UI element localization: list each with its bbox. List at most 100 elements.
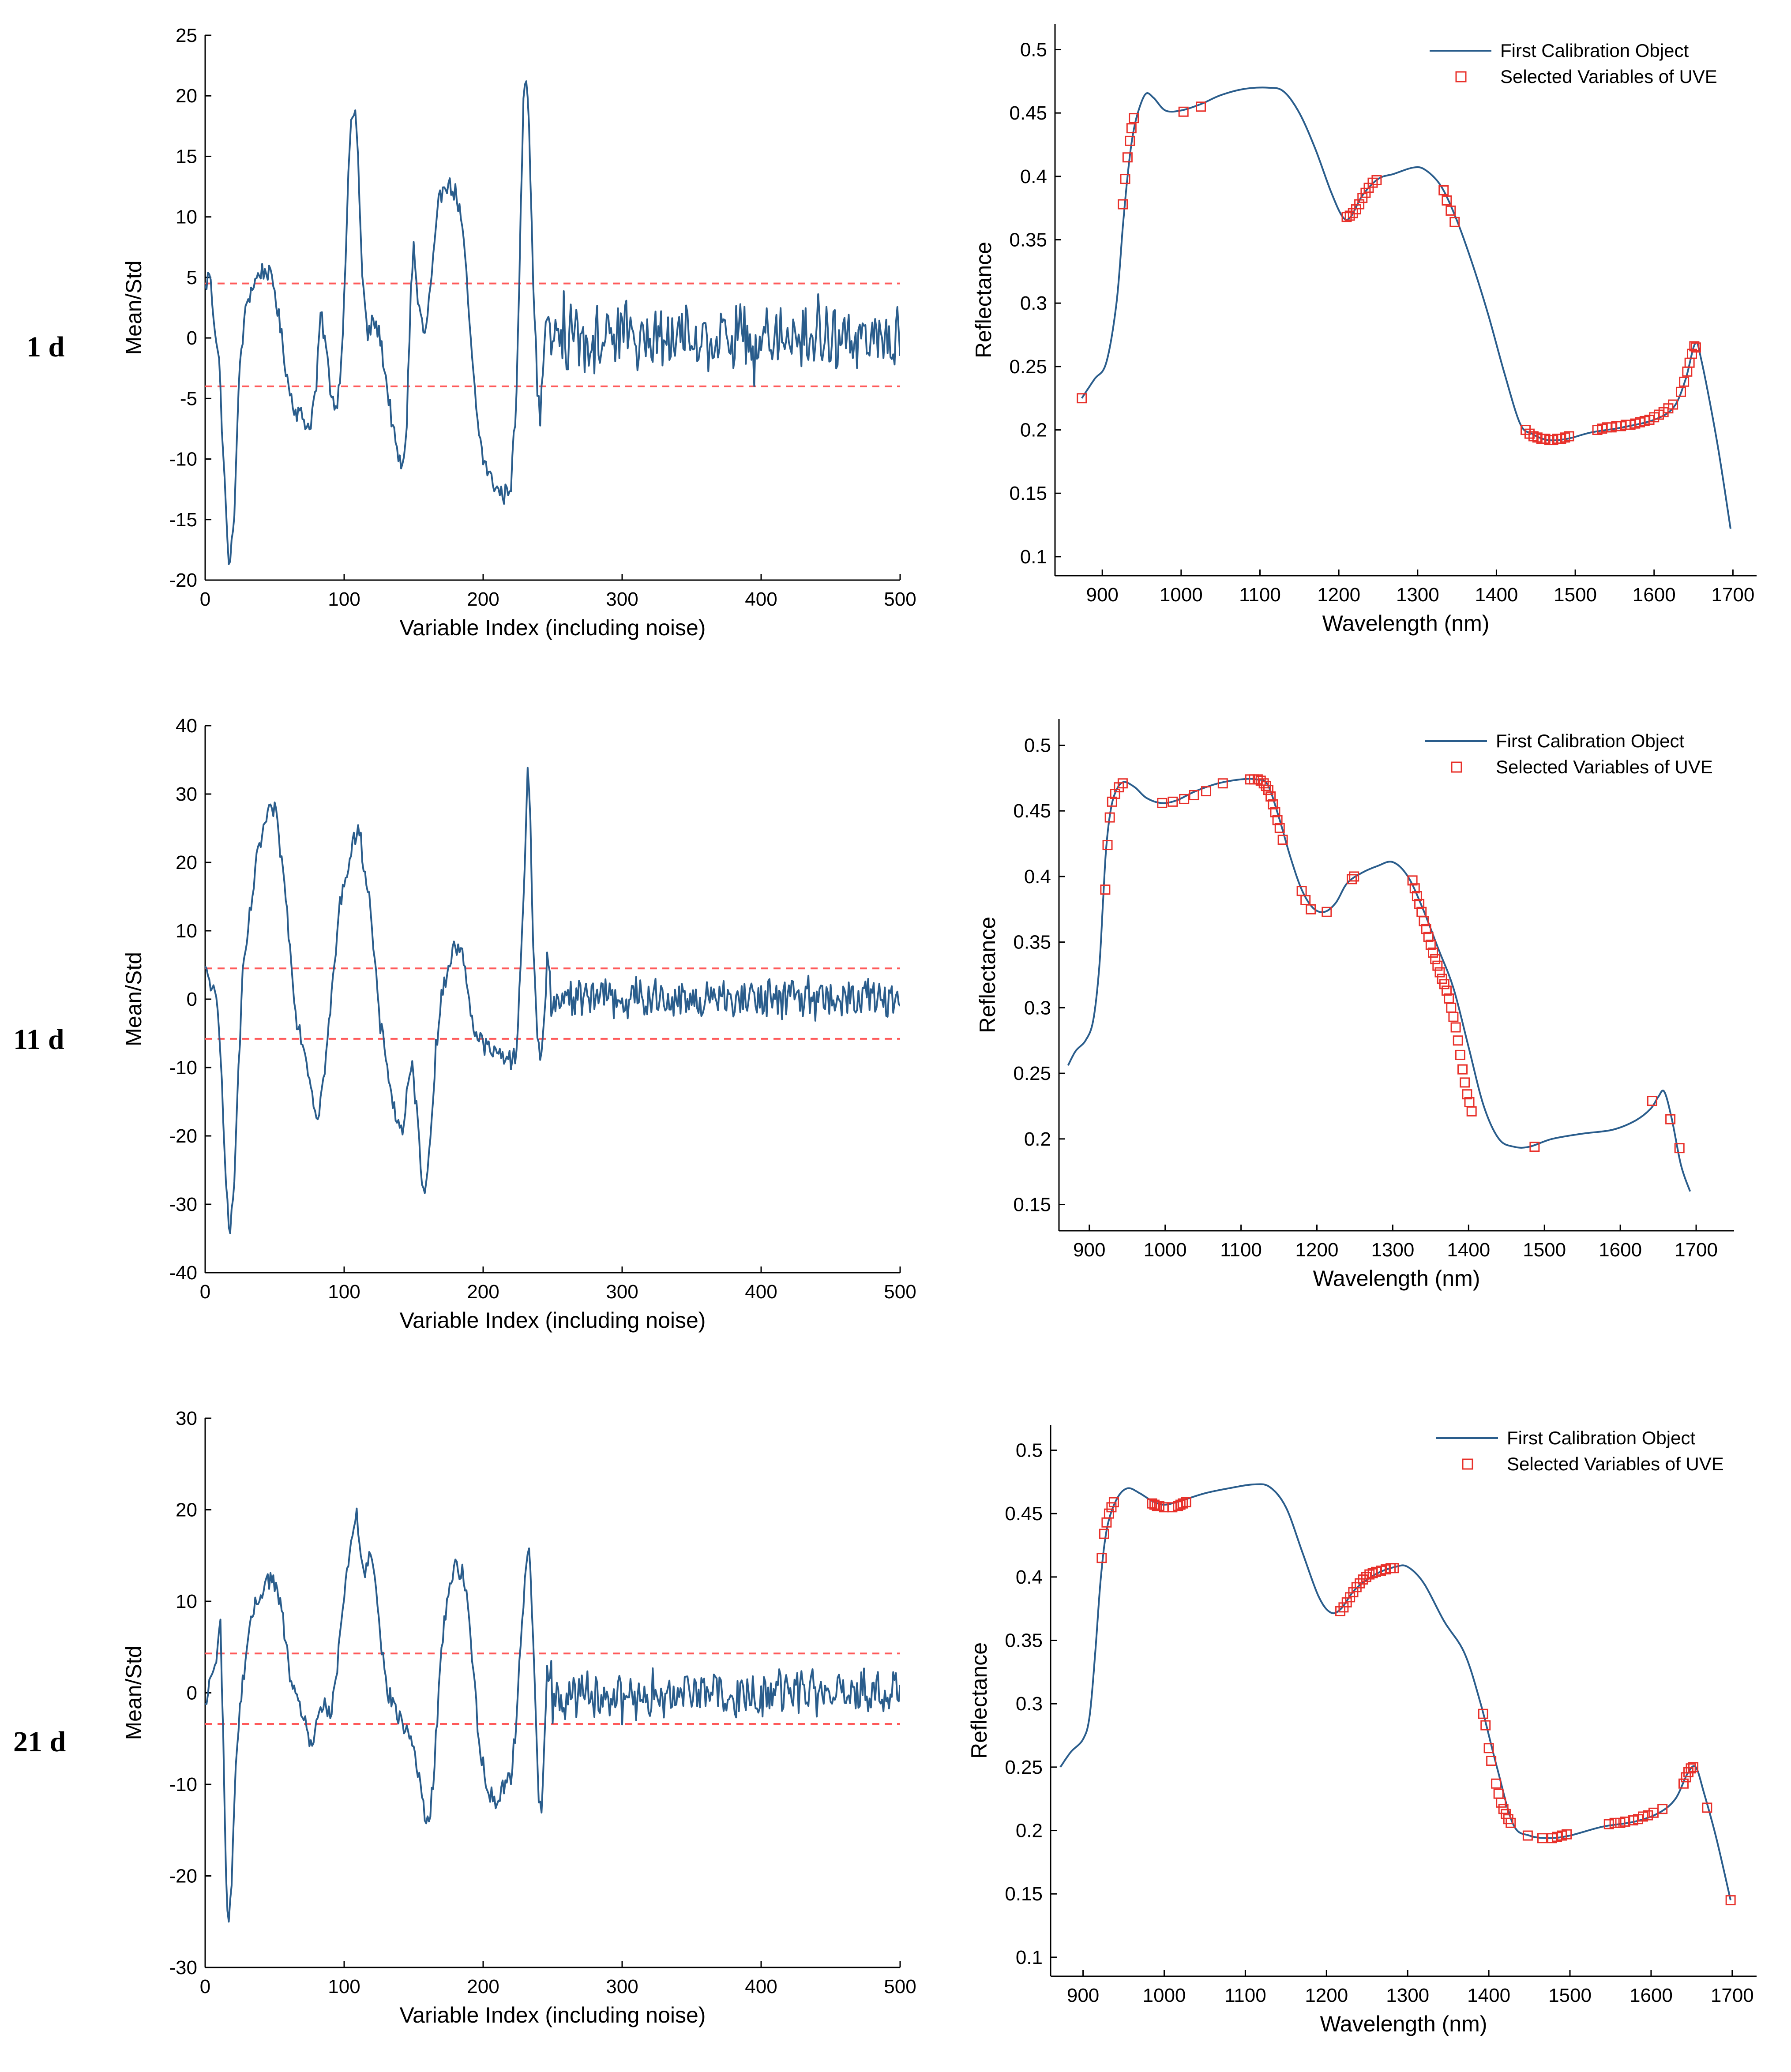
y-axis-title: Reflectance bbox=[975, 917, 1000, 1033]
x-tick-label: 1600 bbox=[1630, 1985, 1673, 2006]
y-tick-label: 30 bbox=[176, 783, 197, 805]
x-tick-label: 1300 bbox=[1386, 1985, 1429, 2006]
uve-selected-marker bbox=[1657, 1804, 1668, 1814]
y-tick-label: 0.35 bbox=[1009, 229, 1047, 251]
uve-selected-marker bbox=[1450, 1022, 1461, 1033]
y-tick-label: 0.4 bbox=[1020, 166, 1047, 187]
uve-selected-marker bbox=[1462, 1089, 1472, 1100]
y-tick-label: 0.3 bbox=[1016, 1693, 1043, 1715]
mean-std-series-line bbox=[205, 1507, 900, 1923]
x-tick-label: 300 bbox=[606, 1976, 638, 1997]
chart-11d-reflectance: 900 1000 1100 1200 1300 1400 1500 1600 1700 0.15 0… bbox=[975, 719, 1734, 1291]
x-tick-label: 900 bbox=[1073, 1239, 1105, 1261]
y-tick-label: 40 bbox=[176, 715, 197, 737]
uve-selected-marker bbox=[1409, 883, 1420, 894]
legend-marker-swatch bbox=[1462, 1458, 1473, 1470]
x-tick-label: 1500 bbox=[1523, 1239, 1566, 1261]
uve-selected-marker bbox=[1603, 1819, 1614, 1829]
x-tick-label: 1700 bbox=[1711, 584, 1754, 606]
x-axis-title: Wavelength (nm) bbox=[1313, 1266, 1480, 1291]
uve-selected-marker bbox=[1478, 1709, 1488, 1719]
x-tick-label: 300 bbox=[606, 588, 638, 610]
y-tick-label: 10 bbox=[176, 920, 197, 942]
uve-selected-marker bbox=[1178, 1498, 1188, 1509]
x-tick-label: 1000 bbox=[1160, 584, 1203, 606]
x-tick-label: 1000 bbox=[1143, 1985, 1186, 2006]
x-tick-label: 0 bbox=[200, 588, 210, 610]
y-tick-label: -30 bbox=[169, 1957, 197, 1978]
legend-line-label: First Calibration Object bbox=[1500, 40, 1689, 61]
y-tick-label: 30 bbox=[176, 1408, 197, 1429]
row-label-text: 1 d bbox=[26, 331, 64, 363]
uve-selected-marker bbox=[1120, 174, 1130, 184]
uve-selected-marker bbox=[1157, 798, 1168, 808]
legend-line-label: First Calibration Object bbox=[1507, 1428, 1695, 1448]
x-tick-label: 1100 bbox=[1239, 584, 1281, 606]
uve-selected-marker bbox=[1104, 812, 1115, 823]
uve-selected-marker bbox=[1265, 791, 1276, 802]
uve-selected-marker bbox=[1674, 1143, 1685, 1154]
y-tick-label: 0.1 bbox=[1020, 546, 1047, 568]
uve-selected-marker bbox=[1423, 932, 1434, 942]
y-tick-label: 0.4 bbox=[1024, 866, 1051, 888]
mean-std-series-line bbox=[205, 80, 900, 565]
uve-selected-marker bbox=[1679, 376, 1690, 387]
uve-selected-marker bbox=[1668, 399, 1678, 410]
y-axis-title: Reflectance bbox=[971, 242, 996, 358]
uve-selected-marker bbox=[1446, 1002, 1457, 1013]
chart-1d-mean-std: 0 100 200 300 400 500 -20 -15 -10 -5 0 5 10 15 20 25 Var… bbox=[121, 25, 916, 640]
y-tick-label: 0.3 bbox=[1024, 997, 1051, 1019]
y-tick-label: -10 bbox=[169, 1057, 197, 1079]
uve-selected-marker bbox=[1506, 1817, 1516, 1828]
y-tick-label: 0.25 bbox=[1013, 1063, 1051, 1084]
uve-selected-marker bbox=[1434, 967, 1445, 978]
y-tick-label: 0.2 bbox=[1020, 420, 1047, 441]
uve-selected-marker bbox=[1609, 1817, 1620, 1828]
uve-selected-marker bbox=[1263, 785, 1273, 795]
uve-selected-marker bbox=[1274, 823, 1285, 833]
y-tick-label: -40 bbox=[169, 1262, 197, 1284]
uve-selected-marker bbox=[1272, 815, 1283, 825]
uve-selected-marker bbox=[1196, 101, 1206, 112]
uve-selected-marker bbox=[1428, 947, 1438, 958]
y-tick-label: 0.5 bbox=[1020, 39, 1047, 60]
y-axis-title: Mean/Std bbox=[121, 952, 146, 1046]
y-tick-label: -30 bbox=[169, 1194, 197, 1215]
x-axis-title: Variable Index (including noise) bbox=[400, 1308, 706, 1333]
legend: First Calibration Object Selected Variabl… bbox=[1430, 40, 1717, 87]
uve-selected-marker bbox=[1167, 1502, 1178, 1513]
uve-selected-marker bbox=[1620, 1816, 1630, 1827]
uve-selected-marker bbox=[1117, 778, 1128, 789]
x-tick-label: 100 bbox=[328, 588, 360, 610]
legend-marker-label: Selected Variables of UVE bbox=[1507, 1454, 1724, 1474]
x-axis-title: Wavelength (nm) bbox=[1320, 2012, 1487, 2036]
uve-selected-marker bbox=[1425, 940, 1436, 950]
chart-21d-reflectance: 900 1000 1100 1200 1300 1400 1500 1600 1700 0.1 0.… bbox=[967, 1425, 1757, 2036]
uve-selected-marker bbox=[1480, 1720, 1491, 1731]
y-tick-label: -20 bbox=[169, 1866, 197, 1887]
chart-11d-mean-std: 0 100 200 300 400 500 -40 -30 -20 -10 0 10 20 30 40 Var… bbox=[121, 715, 916, 1333]
uve-selected-marker bbox=[1466, 1106, 1477, 1117]
uve-selected-marker bbox=[1217, 778, 1228, 789]
uve-selected-marker bbox=[1389, 1563, 1399, 1574]
uve-selected-marker bbox=[1077, 393, 1087, 404]
x-tick-label: 100 bbox=[328, 1281, 360, 1303]
x-tick-label: 300 bbox=[606, 1281, 638, 1303]
y-tick-label: 25 bbox=[176, 25, 197, 46]
uve-selected-marker bbox=[1529, 1142, 1540, 1152]
uve-selected-marker bbox=[1437, 974, 1447, 984]
uve-selected-marker bbox=[1168, 796, 1178, 807]
uve-selected-marker bbox=[1486, 1755, 1497, 1766]
y-tick-label: 0 bbox=[187, 327, 197, 349]
x-tick-label: 1000 bbox=[1144, 1239, 1187, 1261]
chart-1d-reflectance: 900 1000 1100 1200 1300 1400 1500 1600 1700 0.1 0.… bbox=[971, 24, 1757, 636]
x-tick-label: 1600 bbox=[1599, 1239, 1642, 1261]
uve-selected-marker bbox=[1255, 776, 1266, 786]
uve-selected-marker bbox=[1414, 899, 1425, 909]
uve-selected-marker bbox=[1686, 1763, 1696, 1774]
y-tick-label: 0 bbox=[187, 1682, 197, 1704]
uve-selected-marker bbox=[1349, 871, 1359, 882]
y-tick-label: 0.45 bbox=[1009, 102, 1047, 124]
y-tick-label: 0.5 bbox=[1016, 1439, 1043, 1461]
